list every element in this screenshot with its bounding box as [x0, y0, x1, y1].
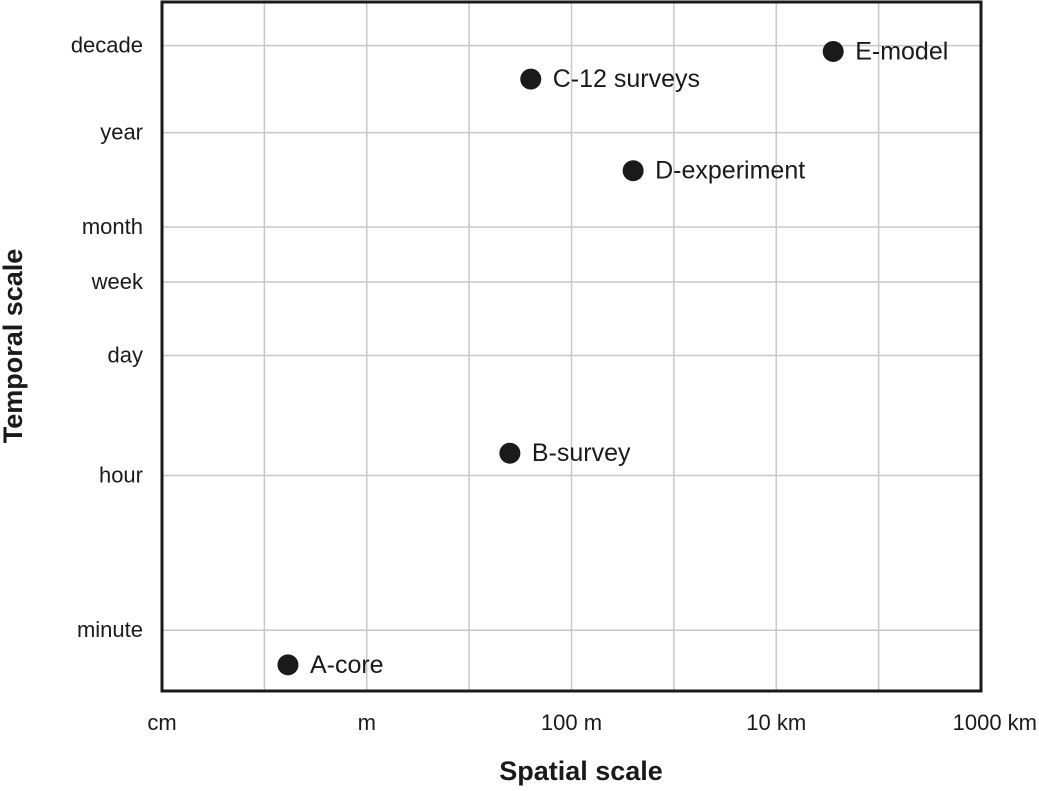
- data-point-label: D-experiment: [655, 157, 805, 185]
- y-tick-label: day: [108, 342, 143, 367]
- y-tick-label: week: [91, 269, 144, 294]
- y-tick-labels: minute hour day week month year decade: [71, 33, 144, 643]
- y-axis-title: Temporal scale: [0, 249, 28, 444]
- x-tick-label: 10 km: [746, 710, 806, 735]
- x-tick-label: 100 m: [541, 710, 602, 735]
- y-tick-label: decade: [71, 33, 143, 58]
- y-tick-label: year: [100, 120, 143, 145]
- y-tick-label: minute: [77, 617, 143, 642]
- x-tick-label: 1000 km: [953, 710, 1037, 735]
- grid: [162, 2, 981, 691]
- data-point-label: C-12 surveys: [553, 65, 700, 93]
- x-tick-label: m: [358, 710, 376, 735]
- plot-frame: [160, 0, 983, 693]
- data-point-label: A-core: [310, 651, 384, 679]
- data-point: [822, 40, 844, 62]
- data-points: A-core B-survey C-12 surveys D-experiment E-…: [277, 37, 948, 679]
- data-point-label: E-model: [855, 37, 948, 65]
- x-tick-labels: cm m 100 m 10 km 1000 km: [147, 710, 1037, 735]
- x-axis-title: Spatial scale: [499, 756, 663, 786]
- data-point: [622, 160, 644, 182]
- data-point: [499, 442, 521, 464]
- x-tick-label: cm: [147, 710, 176, 735]
- data-point: [520, 68, 542, 90]
- y-tick-label: month: [82, 214, 143, 239]
- y-tick-label: hour: [99, 463, 143, 488]
- data-point: [277, 654, 299, 676]
- data-point-label: B-survey: [532, 439, 631, 467]
